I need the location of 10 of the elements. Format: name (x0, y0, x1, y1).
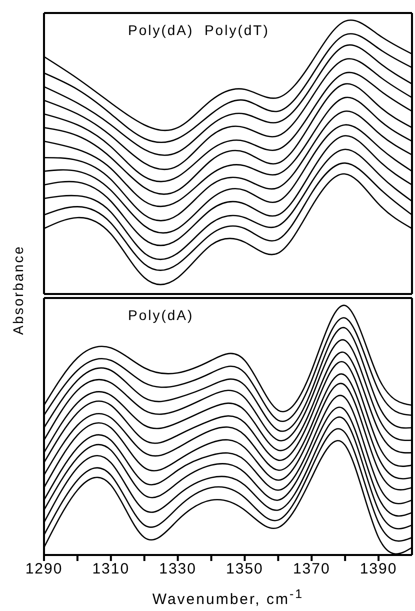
y-axis-title: Absorbance (10, 245, 26, 335)
chart-title: Poly(dA) (128, 307, 194, 323)
x-tick-label: 1350 (226, 560, 264, 578)
chart-title: Poly(dA) Poly(dT) (128, 22, 270, 38)
x-tick-label: 1310 (92, 560, 130, 578)
x-axis-title: Wavenumber, cm$^{-1}$ (151, 587, 305, 608)
x-tick-label: 1330 (159, 560, 197, 578)
x-tick-label: 1390 (360, 560, 398, 578)
x-tick-label: 1290 (25, 560, 63, 578)
x-tick-label: 1370 (292, 560, 330, 578)
